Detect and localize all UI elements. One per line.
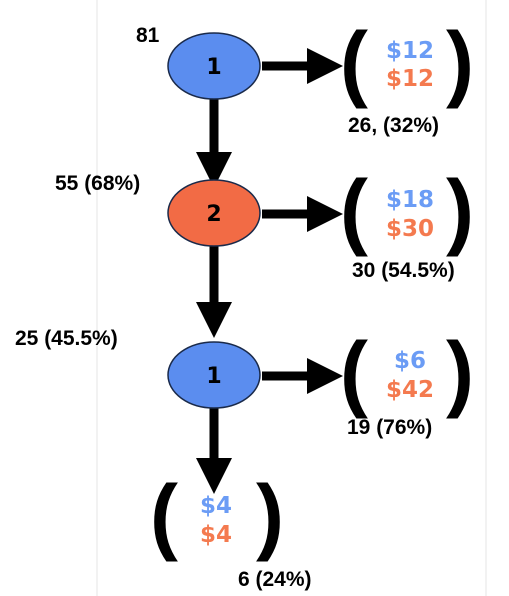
open-paren: (: [340, 325, 368, 419]
node-3-label: 1: [206, 364, 221, 389]
close-paren: ): [446, 325, 474, 419]
stop-count-1: 26, (32%): [348, 114, 439, 137]
decision-node-3: 1: [167, 341, 261, 409]
close-paren: ): [446, 15, 474, 109]
payoff-3-bottom: $42: [386, 377, 434, 403]
payoff-2: ( $18 $30 ): [340, 163, 474, 257]
close-paren: ): [446, 163, 474, 257]
continue-count-1: 55 (68%): [55, 172, 140, 195]
open-paren: (: [150, 468, 178, 562]
continue-count-2: 25 (45.5%): [15, 327, 118, 350]
payoff-1-top: $12: [386, 38, 434, 64]
decision-node-1: 1: [167, 32, 261, 100]
payoff-2-bottom: $30: [386, 216, 434, 242]
close-paren: ): [256, 468, 284, 562]
node-1-label: 1: [206, 55, 221, 80]
continue-count-3: 6 (24%): [238, 568, 312, 591]
open-paren: (: [340, 15, 368, 109]
payoff-3: ( $6 $42 ): [340, 325, 474, 419]
payoff-1: ( $12 $12 ): [340, 15, 474, 109]
terminal-payoff-bottom: $4: [200, 522, 232, 548]
terminal-payoff: ( $4 $4 ): [150, 468, 284, 562]
start-count: 81: [136, 24, 160, 47]
payoff-3-top: $6: [394, 348, 426, 374]
node-2-label: 2: [206, 202, 221, 227]
decision-node-2: 2: [167, 179, 261, 247]
open-paren: (: [340, 163, 368, 257]
payoff-1-bottom: $12: [386, 66, 434, 92]
payoff-2-top: $18: [386, 187, 434, 213]
stop-count-3: 19 (76%): [347, 416, 432, 439]
stop-count-2: 30 (54.5%): [352, 259, 455, 282]
terminal-payoff-top: $4: [200, 493, 232, 519]
